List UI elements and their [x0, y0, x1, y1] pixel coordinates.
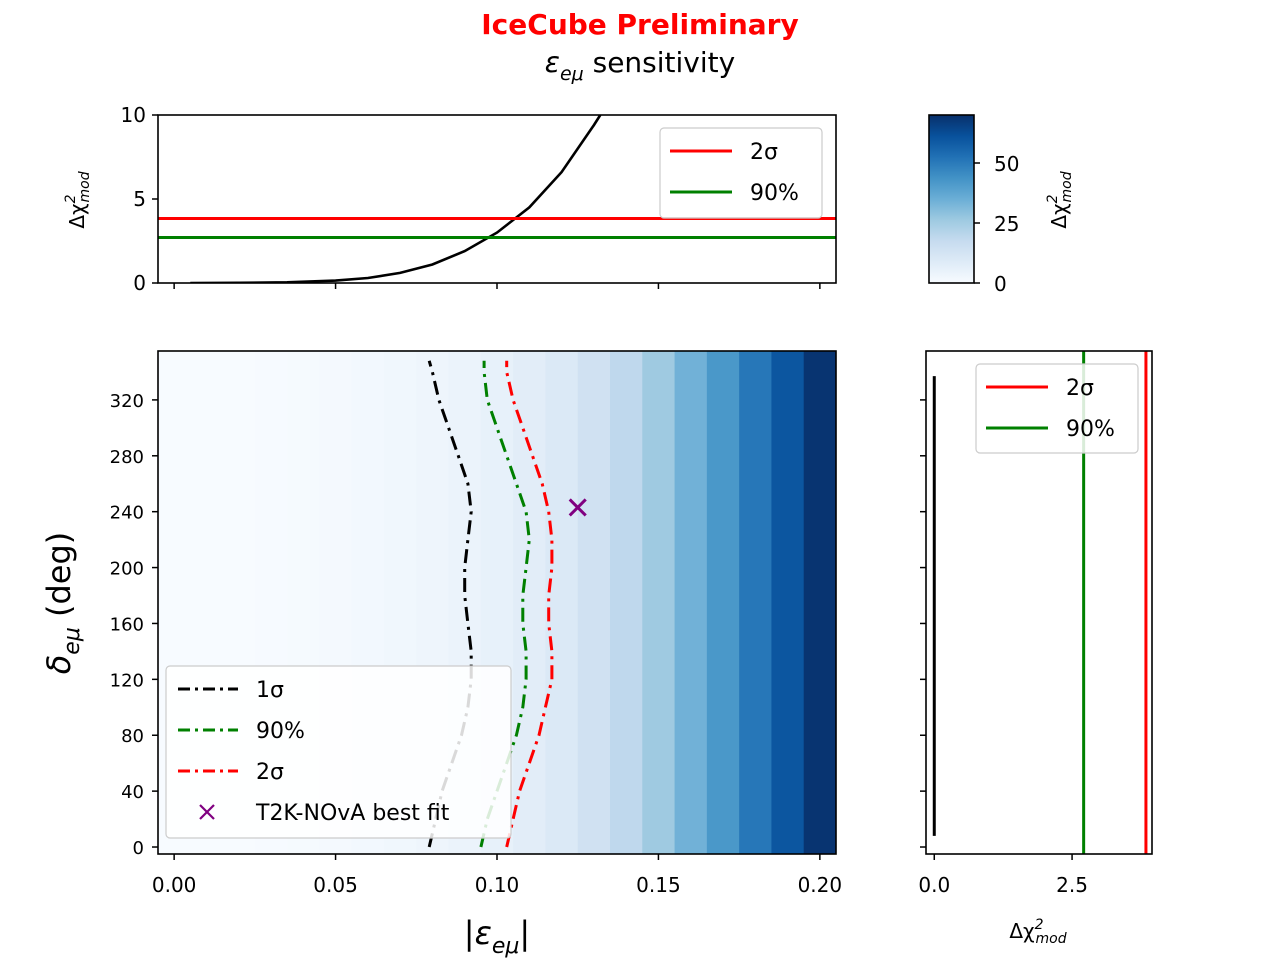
- main-legend-bestfit-label: T2K-NOvA best fit: [255, 801, 450, 826]
- main-xtick-label: 0.15: [636, 873, 681, 897]
- heatmap-cell: [674, 351, 708, 854]
- top-legend: 2σ 90%: [659, 127, 823, 219]
- figure-title: IceCube Preliminary: [481, 8, 798, 41]
- heatmap-cell: [739, 351, 773, 854]
- top-ytick-label: 0: [133, 271, 146, 295]
- right-xlabel: Δχ2 mod: [1009, 917, 1066, 947]
- colorbar-tick-label: 25: [994, 212, 1019, 236]
- main-ytick-label: 0: [133, 838, 144, 859]
- heatmap-cell: [577, 351, 611, 854]
- main-ytick-label: 240: [110, 503, 144, 524]
- main-legend: 1σ 90% 2σ T2K-NOvA best fit: [165, 665, 512, 839]
- top-panel: 0 5 10 Δχ2mod 2σ 90%: [63, 103, 837, 295]
- bestfit-point: [568, 498, 587, 517]
- heatmap-cell: [610, 351, 643, 854]
- top-profile-curve: [190, 115, 602, 283]
- main-xlabel: |εeμ|: [464, 914, 530, 959]
- colorbar-label: Δχ2mod: [1045, 171, 1075, 228]
- main-xtick-label: 0.20: [798, 873, 843, 897]
- right-legend-90-label: 90%: [1066, 417, 1115, 442]
- top-ytick-label: 5: [133, 187, 146, 211]
- main-xtick-label: 0.05: [313, 873, 358, 897]
- heatmap-cell: [642, 351, 676, 854]
- main-ytick-label: 200: [110, 559, 144, 580]
- right-panel: 0.0 2.5 Δχ2 mod 2σ 90%: [918, 350, 1153, 947]
- heatmap-cell: [803, 351, 836, 854]
- main-legend-1sigma-label: 1σ: [256, 678, 284, 703]
- top-ylabel: Δχ2mod: [63, 171, 93, 228]
- main-ytick-label: 80: [121, 726, 144, 747]
- main-ylabel: δeμ (deg): [40, 532, 85, 675]
- right-legend-2sigma-label: 2σ: [1066, 376, 1094, 401]
- colorbar-gradient: [928, 114, 975, 284]
- main-ytick-label: 280: [110, 447, 144, 468]
- heatmap-cell: [545, 351, 579, 854]
- top-ytick-label: 10: [121, 103, 146, 127]
- main-ticks: 0 40 80 120 160 200 240 280 320 0.00 0.05 0.10 0.15 0…: [110, 391, 842, 897]
- colorbar-ticks: 0 25 50: [974, 152, 1019, 296]
- main-xtick-label: 0.00: [152, 873, 197, 897]
- right-ticks: 0.0 2.5: [918, 399, 1088, 897]
- main-xtick-label: 0.10: [475, 873, 520, 897]
- colorbar-tick-label: 50: [994, 152, 1019, 176]
- top-legend-2sigma-label: 2σ: [750, 140, 778, 165]
- main-ytick-label: 320: [110, 391, 144, 412]
- heatmap-cell: [513, 351, 547, 854]
- heatmap-cell: [771, 351, 805, 854]
- main-legend-bestfit-marker: [199, 804, 215, 820]
- colorbar-tick-label: 0: [994, 272, 1007, 296]
- top-legend-90-label: 90%: [750, 181, 799, 206]
- main-points: [568, 498, 587, 517]
- main-panel: 0 40 80 120 160 200 240 280 320 0.00 0.05 0.10 0.15 0…: [40, 350, 842, 959]
- main-ytick-label: 120: [110, 670, 144, 691]
- right-axes-frame: [925, 350, 1153, 855]
- top-ticks: 0 5 10: [121, 103, 821, 295]
- right-xtick-label: 2.5: [1056, 873, 1088, 897]
- main-legend-2sigma-label: 2σ: [256, 760, 284, 785]
- main-legend-90-label: 90%: [256, 719, 305, 744]
- main-legend-box: [165, 665, 512, 839]
- right-legend: 2σ 90%: [975, 363, 1139, 454]
- main-ytick-label: 40: [121, 782, 144, 803]
- heatmap-cell: [706, 351, 740, 854]
- right-xtick-label: 0.0: [918, 873, 950, 897]
- colorbar: 0 25 50 Δχ2mod: [928, 114, 1075, 296]
- main-ytick-label: 160: [110, 614, 144, 635]
- figure-subtitle: εeμ sensitivity: [545, 46, 735, 85]
